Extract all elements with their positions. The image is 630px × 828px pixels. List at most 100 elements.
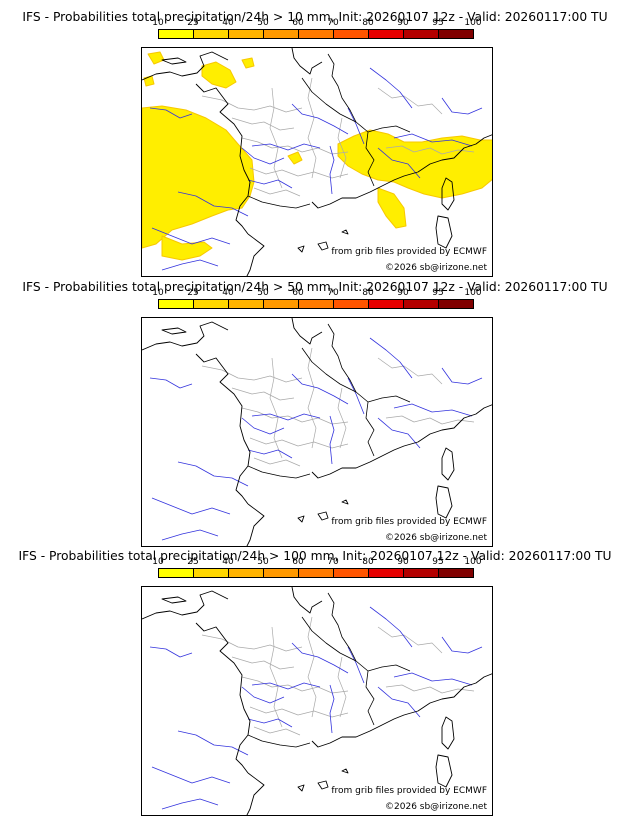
coastline (341, 768, 349, 774)
coastline (435, 754, 453, 788)
river (241, 686, 285, 704)
colorbar-tick-label: 100 (464, 288, 482, 298)
river (393, 672, 473, 686)
country-border (367, 395, 411, 403)
coastline (317, 241, 329, 251)
colorbar-tick-label: 50 (257, 557, 269, 567)
river (177, 461, 249, 487)
coastline (291, 48, 323, 75)
region-border (231, 656, 295, 670)
copyright-credit: ©2026 sb@irizone.net (385, 533, 487, 543)
region-border (241, 676, 349, 694)
map-panel-10mm: IFS - Probabilities total precipitation/… (0, 0, 630, 277)
colorbar-segment (194, 30, 229, 38)
colorbar-segment (159, 569, 194, 577)
region-border (307, 77, 317, 179)
copyright-credit: ©2026 sb@irizone.net (385, 802, 487, 812)
map-panel-100mm: IFS - Probabilities total precipitation/… (0, 539, 630, 816)
precip-probability-area (287, 151, 303, 165)
river (247, 449, 293, 459)
river (441, 97, 483, 115)
colorbar (158, 299, 474, 309)
region-border (307, 347, 317, 449)
colorbar-tick-label: 90 (397, 18, 409, 28)
precip-probability-area (241, 57, 255, 69)
colorbar-segment (264, 569, 299, 577)
country-border (301, 616, 375, 726)
country-border (327, 323, 357, 393)
river (291, 642, 349, 674)
colorbar-segment (229, 569, 264, 577)
colorbar-tick-label: 80 (362, 18, 374, 28)
river (251, 143, 321, 151)
region-border (269, 626, 283, 728)
precip-probability-area (143, 75, 155, 87)
coastline (317, 511, 329, 521)
river (241, 147, 285, 165)
colorbar-tick-label: 40 (222, 18, 234, 28)
coastline (441, 447, 455, 481)
colorbar-tick-label: 25 (187, 557, 199, 567)
river (177, 730, 249, 756)
region-border (269, 357, 283, 459)
river (291, 373, 349, 405)
river (369, 67, 413, 109)
river (251, 413, 321, 421)
region-border (377, 87, 443, 115)
colorbar-tick-label: 95 (432, 557, 444, 567)
river (161, 529, 219, 541)
colorbar (158, 29, 474, 39)
colorbar-tick-label: 90 (397, 288, 409, 298)
precip-probability-area (201, 61, 237, 89)
region-border (231, 117, 295, 131)
panel-title: IFS - Probabilities total precipitation/… (22, 280, 608, 294)
colorbar-segment (439, 300, 473, 308)
coastline (161, 596, 187, 604)
colorbar-tick-label: 60 (292, 288, 304, 298)
region-border (337, 117, 347, 179)
colorbar-segment (334, 569, 369, 577)
precip-map: from grib files provided by ECMWF ©2026 … (141, 586, 493, 816)
precip-map: from grib files provided by ECMWF ©2026 … (141, 47, 493, 277)
river (149, 646, 193, 658)
country-border (247, 734, 311, 748)
river (369, 606, 413, 648)
river (393, 403, 473, 417)
region-border (241, 407, 349, 425)
colorbar-tick-label: 10 (152, 557, 164, 567)
colorbar-tick-label: 50 (257, 288, 269, 298)
precip-probability-area (147, 51, 165, 65)
colorbar-tick-label: 25 (187, 288, 199, 298)
coastline (341, 229, 349, 235)
coastline (195, 622, 251, 774)
colorbar-segment (369, 30, 404, 38)
country-border (327, 53, 357, 123)
region-border (249, 706, 349, 718)
map-layer (142, 318, 492, 546)
river (161, 259, 219, 271)
region-border (377, 357, 443, 385)
coastline (246, 772, 265, 815)
coastline (291, 318, 323, 345)
region-border (269, 87, 283, 189)
colorbar-segment (334, 300, 369, 308)
coastline (291, 587, 323, 614)
colorbar-segment (194, 569, 229, 577)
coastline (142, 590, 229, 620)
colorbar-tick-label: 80 (362, 288, 374, 298)
river (329, 145, 335, 195)
region-border (385, 145, 475, 155)
river (441, 367, 483, 385)
colorbar-tick-label: 40 (222, 557, 234, 567)
region-border (201, 634, 303, 652)
country-border (247, 465, 311, 479)
colorbar-tick-label: 10 (152, 288, 164, 298)
river (377, 686, 421, 718)
region-border (337, 387, 347, 449)
coastline (246, 503, 265, 546)
river (291, 103, 349, 135)
coastline (246, 233, 265, 276)
colorbar-segment (299, 30, 334, 38)
country-border (301, 347, 375, 457)
river (161, 798, 219, 810)
